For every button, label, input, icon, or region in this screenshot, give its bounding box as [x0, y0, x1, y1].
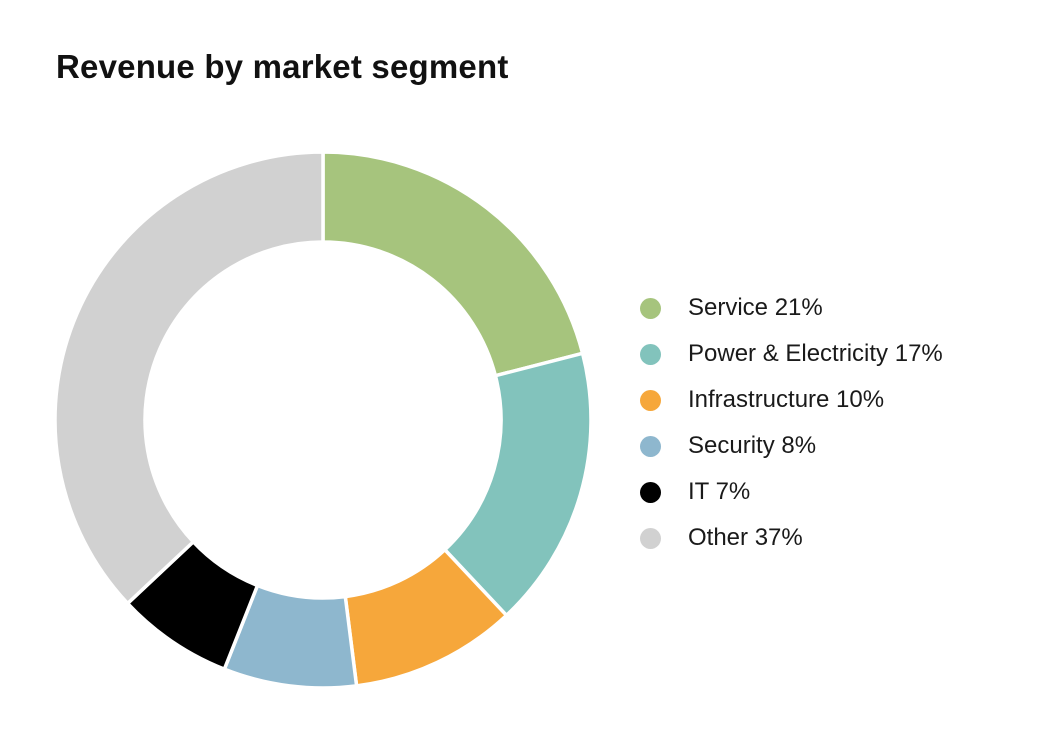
legend-item-infrastructure: Infrastructure 10% [640, 377, 943, 423]
legend-item-security: Security 8% [640, 423, 943, 469]
legend-item-other: Other 37% [640, 515, 943, 561]
donut-segment-service [321, 150, 585, 378]
donut-segment-other [53, 150, 325, 606]
legend-swatch-icon [640, 297, 661, 319]
chart-legend: Service 21% Power & Electricity 17% Infras… [640, 285, 943, 561]
legend-label: Other 37% [688, 524, 803, 551]
legend-item-service: Service 21% [640, 285, 943, 331]
legend-swatch-icon [640, 343, 661, 365]
legend-swatch-icon [640, 389, 661, 411]
legend-swatch-icon [640, 527, 661, 549]
legend-label: Service 21% [688, 294, 823, 321]
legend-item-power-electricity: Power & Electricity 17% [640, 331, 943, 377]
chart-title: Revenue by market segment [56, 48, 509, 85]
legend-label: Power & Electricity 17% [688, 340, 943, 367]
legend-swatch-icon [640, 435, 661, 457]
legend-label: IT 7% [688, 478, 751, 505]
legend-swatch-icon [640, 481, 661, 503]
legend-label: Infrastructure 10% [688, 386, 885, 413]
legend-item-it: IT 7% [640, 469, 943, 515]
legend-label: Security 8% [688, 432, 817, 459]
